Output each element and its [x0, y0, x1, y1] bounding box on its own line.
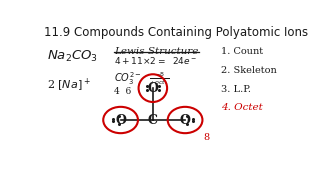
Text: $4+11{\times}2=$  $24e^-$: $4+11{\times}2=$ $24e^-$	[115, 55, 198, 66]
Text: Lewis Structure: Lewis Structure	[114, 47, 199, 56]
Text: 2 $[Na]^+$: 2 $[Na]^+$	[47, 77, 91, 94]
Text: 11.9 Compounds Containing Polyatomic Ions: 11.9 Compounds Containing Polyatomic Ion…	[44, 26, 308, 39]
Text: C: C	[148, 114, 158, 127]
Text: 8: 8	[204, 133, 210, 142]
Text: $Na_2CO_3$: $Na_2CO_3$	[47, 49, 99, 64]
Text: 2. Skeleton: 2. Skeleton	[221, 66, 277, 75]
Text: $\frac{-8}{\div oct.}$: $\frac{-8}{\div oct.}$	[149, 70, 169, 87]
Text: 4  6: 4 6	[115, 87, 132, 96]
Text: 4. Octet: 4. Octet	[221, 103, 263, 112]
Text: 1. Count: 1. Count	[221, 47, 263, 56]
Text: O: O	[115, 114, 126, 127]
Text: $CO_3^{2-}$: $CO_3^{2-}$	[115, 70, 142, 87]
Text: 3. L.P.: 3. L.P.	[221, 85, 251, 94]
Text: O: O	[180, 114, 190, 127]
Text: O: O	[148, 82, 158, 95]
